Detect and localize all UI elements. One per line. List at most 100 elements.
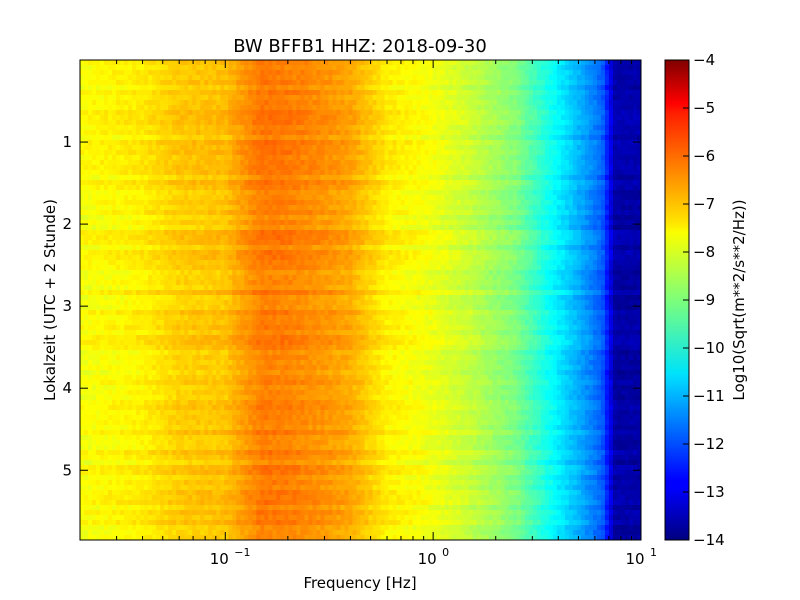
heatmap-cell	[304, 220, 310, 226]
heatmap-cell	[192, 75, 197, 81]
heatmap-cell	[256, 80, 261, 86]
heatmap-cell	[88, 100, 93, 106]
heatmap-cell	[504, 125, 510, 131]
heatmap-cell	[568, 115, 574, 121]
heatmap-cell	[96, 220, 101, 226]
heatmap-cell	[508, 195, 514, 201]
heatmap-cell	[436, 225, 442, 231]
heatmap-cell	[404, 185, 410, 191]
heatmap-cell	[196, 200, 201, 206]
heatmap-cell	[592, 75, 598, 81]
heatmap-cell	[464, 130, 470, 136]
heatmap-cell	[196, 75, 201, 81]
heatmap-cell	[320, 150, 326, 156]
heatmap-cell	[188, 90, 193, 96]
heatmap-cell	[292, 60, 297, 66]
heatmap-cell	[100, 205, 105, 211]
heatmap-cell	[144, 95, 149, 101]
heatmap-cell	[108, 150, 113, 156]
heatmap-cell	[272, 75, 277, 81]
heatmap-cell	[220, 110, 225, 116]
heatmap-cell	[180, 65, 185, 71]
heatmap-cell	[528, 175, 534, 181]
heatmap-cell	[492, 215, 498, 221]
heatmap-cell	[300, 125, 305, 131]
heatmap-cell	[364, 95, 370, 101]
heatmap-cell	[92, 115, 97, 121]
heatmap-cell	[516, 95, 522, 101]
heatmap-cell	[188, 205, 193, 211]
heatmap-cell	[420, 230, 426, 236]
heatmap-cell	[372, 235, 378, 241]
heatmap-cell	[576, 85, 582, 91]
heatmap-cell	[300, 105, 305, 111]
heatmap-cell	[264, 95, 269, 101]
heatmap-cell	[548, 170, 554, 176]
heatmap-cell	[468, 110, 474, 116]
heatmap-cell	[536, 110, 542, 116]
heatmap-cell	[380, 75, 386, 81]
heatmap-cell	[264, 215, 269, 221]
heatmap-cell	[392, 200, 398, 206]
heatmap-cell	[292, 175, 297, 181]
heatmap-cell	[380, 140, 386, 146]
heatmap-cell	[212, 100, 217, 106]
heatmap-cell	[124, 140, 129, 146]
heatmap-cell	[132, 85, 137, 91]
heatmap-cell	[112, 225, 117, 231]
heatmap-cell	[240, 75, 245, 81]
heatmap-cell	[256, 115, 261, 121]
heatmap-cell	[184, 175, 189, 181]
heatmap-cell	[356, 195, 362, 201]
heatmap-cell	[104, 230, 109, 236]
heatmap-cell	[148, 165, 153, 171]
heatmap-cell	[272, 145, 277, 151]
heatmap-cell	[240, 100, 245, 106]
heatmap-cell	[212, 90, 217, 96]
heatmap-cell	[608, 80, 614, 86]
heatmap-cell	[176, 60, 181, 66]
heatmap-cell	[320, 95, 326, 101]
heatmap-cell	[516, 190, 522, 196]
heatmap-cell	[488, 200, 494, 206]
heatmap-cell	[616, 75, 622, 81]
heatmap-cell	[596, 215, 602, 221]
heatmap-cell	[436, 115, 442, 121]
heatmap-cell	[400, 175, 406, 181]
heatmap-cell	[196, 150, 201, 156]
heatmap-cell	[544, 220, 550, 226]
heatmap-cell	[120, 140, 125, 146]
heatmap-cell	[192, 235, 197, 241]
heatmap-cell	[316, 85, 322, 91]
heatmap-cell	[240, 205, 245, 211]
heatmap-cell	[252, 75, 257, 81]
heatmap-cell	[352, 165, 358, 171]
heatmap-cell	[156, 220, 161, 226]
heatmap-cell	[624, 60, 630, 66]
heatmap-cell	[628, 215, 634, 221]
heatmap-cell	[428, 220, 434, 226]
heatmap-cell	[380, 220, 386, 226]
heatmap-cell	[236, 200, 241, 206]
heatmap-cell	[188, 115, 193, 121]
heatmap-cell	[540, 110, 546, 116]
heatmap-cell	[444, 145, 450, 151]
heatmap-cell	[164, 160, 169, 166]
heatmap-cell	[176, 170, 181, 176]
heatmap-cell	[316, 200, 322, 206]
heatmap-cell	[332, 125, 338, 131]
heatmap-cell	[160, 145, 165, 151]
heatmap-cell	[132, 165, 137, 171]
heatmap-cell	[452, 185, 458, 191]
heatmap-cell	[124, 90, 129, 96]
heatmap-cell	[104, 90, 109, 96]
heatmap-cell	[112, 130, 117, 136]
heatmap-cell	[160, 180, 165, 186]
heatmap-cell	[304, 100, 310, 106]
heatmap-cell	[420, 220, 426, 226]
heatmap-cell	[348, 230, 354, 236]
heatmap-cell	[540, 125, 546, 131]
heatmap-cell	[496, 60, 502, 66]
heatmap-cell	[132, 175, 137, 181]
heatmap-cell	[568, 110, 574, 116]
